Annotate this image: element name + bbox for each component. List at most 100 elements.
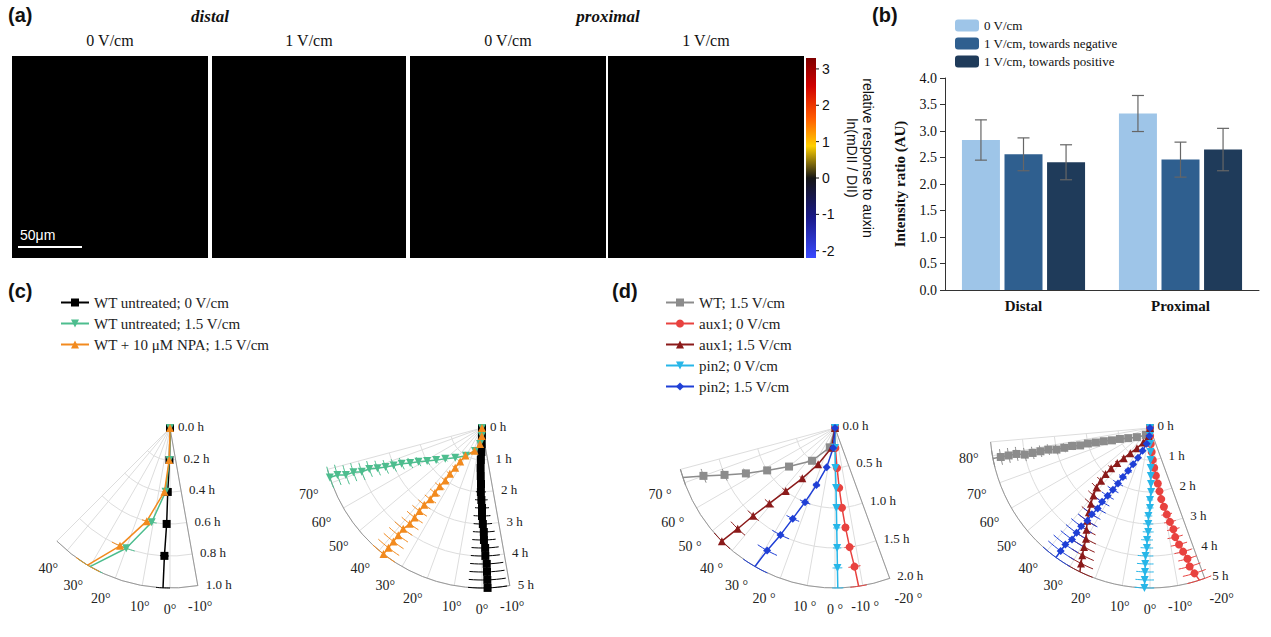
svg-text:0.8 h: 0.8 h bbox=[200, 545, 227, 560]
svg-text:10°: 10° bbox=[1110, 599, 1130, 614]
svg-text:50μm: 50μm bbox=[20, 227, 55, 243]
svg-text:-10°: -10° bbox=[1168, 599, 1192, 614]
svg-text:0 h: 0 h bbox=[1158, 418, 1175, 433]
svg-text:20°: 20° bbox=[1071, 591, 1091, 606]
svg-text:0°: 0° bbox=[164, 602, 177, 617]
svg-text:0.6 h: 0.6 h bbox=[195, 514, 222, 529]
svg-text:30°: 30° bbox=[375, 578, 395, 593]
svg-text:proximal: proximal bbox=[574, 7, 640, 26]
svg-text:Intensity ratio (AU): Intensity ratio (AU) bbox=[892, 121, 909, 248]
svg-text:-2: -2 bbox=[822, 243, 835, 259]
svg-text:2.0 h: 2.0 h bbox=[897, 568, 924, 583]
svg-text:60 °: 60 ° bbox=[661, 515, 684, 530]
svg-text:1 V/cm, towards negative: 1 V/cm, towards negative bbox=[984, 36, 1118, 51]
svg-text:1 V/cm: 1 V/cm bbox=[285, 32, 333, 49]
svg-text:60°: 60° bbox=[312, 515, 332, 530]
svg-text:1: 1 bbox=[822, 134, 830, 150]
svg-text:0.4 h: 0.4 h bbox=[189, 482, 216, 497]
svg-text:3.0: 3.0 bbox=[920, 124, 938, 139]
svg-text:0°: 0° bbox=[1144, 602, 1157, 617]
svg-text:1 V/cm, towards positive: 1 V/cm, towards positive bbox=[984, 54, 1115, 69]
svg-text:-20°: -20° bbox=[1210, 591, 1234, 606]
svg-text:0.0 h: 0.0 h bbox=[178, 419, 205, 434]
svg-text:1 V/cm: 1 V/cm bbox=[682, 32, 730, 49]
svg-text:0.5: 0.5 bbox=[920, 256, 938, 271]
svg-text:2.5: 2.5 bbox=[920, 150, 938, 165]
svg-text:4 h: 4 h bbox=[512, 545, 529, 560]
svg-text:1.0 h: 1.0 h bbox=[206, 577, 233, 592]
svg-text:-10°: -10° bbox=[500, 599, 524, 614]
svg-text:50°: 50° bbox=[997, 539, 1017, 554]
svg-text:10°: 10° bbox=[130, 599, 150, 614]
svg-text:ln(mDII / DII): ln(mDII / DII) bbox=[844, 118, 860, 197]
svg-text:2 h: 2 h bbox=[501, 482, 518, 497]
svg-text:10°: 10° bbox=[442, 599, 462, 614]
svg-text:3 h: 3 h bbox=[1190, 508, 1207, 523]
svg-text:1.5 h: 1.5 h bbox=[884, 531, 911, 546]
svg-text:5 h: 5 h bbox=[1212, 568, 1229, 583]
html-text:(a): (a) bbox=[8, 4, 33, 26]
svg-text:0 V/cm: 0 V/cm bbox=[484, 32, 532, 49]
svg-text:0.0: 0.0 bbox=[920, 283, 938, 298]
svg-text:2: 2 bbox=[822, 97, 830, 113]
svg-text:40°: 40° bbox=[39, 561, 59, 576]
svg-text:40°: 40° bbox=[1019, 561, 1039, 576]
svg-text:0 °: 0 ° bbox=[827, 602, 843, 617]
svg-text:WT + 10 μM NPA; 1.5 V/cm: WT + 10 μM NPA; 1.5 V/cm bbox=[94, 337, 269, 353]
svg-text:30°: 30° bbox=[1043, 578, 1063, 593]
svg-text:0.0 h: 0.0 h bbox=[843, 418, 870, 433]
svg-text:60°: 60° bbox=[980, 515, 1000, 530]
svg-text:0 V/cm: 0 V/cm bbox=[86, 32, 134, 49]
svg-text:4 h: 4 h bbox=[1201, 538, 1218, 553]
svg-text:1 h: 1 h bbox=[1168, 448, 1185, 463]
svg-text:WT untreated; 1.5 V/cm: WT untreated; 1.5 V/cm bbox=[94, 316, 240, 332]
svg-text:-20 °: -20 ° bbox=[895, 591, 923, 606]
svg-text:1 h: 1 h bbox=[495, 451, 512, 466]
svg-text:2.0: 2.0 bbox=[920, 177, 938, 192]
svg-text:20°: 20° bbox=[91, 591, 111, 606]
svg-text:0 V/cm: 0 V/cm bbox=[984, 18, 1022, 33]
svg-text:WT; 1.5 V/cm: WT; 1.5 V/cm bbox=[699, 295, 785, 311]
svg-text:-10 °: -10 ° bbox=[851, 599, 879, 614]
svg-text:5 h: 5 h bbox=[518, 577, 535, 592]
svg-text:30 °: 30 ° bbox=[725, 578, 748, 593]
svg-text:relative response to auxin: relative response to auxin bbox=[860, 78, 876, 238]
svg-text:0 h: 0 h bbox=[490, 419, 507, 434]
svg-text:-10°: -10° bbox=[188, 599, 212, 614]
svg-text:Distal: Distal bbox=[1005, 298, 1043, 314]
html-text:(c): (c) bbox=[8, 280, 33, 302]
svg-text:WT untreated; 0 V/cm: WT untreated; 0 V/cm bbox=[94, 295, 229, 311]
svg-text:1.5: 1.5 bbox=[920, 203, 938, 218]
svg-text:40°: 40° bbox=[351, 561, 371, 576]
svg-text:40 °: 40 ° bbox=[700, 561, 723, 576]
svg-text:pin2; 1.5 V/cm: pin2; 1.5 V/cm bbox=[699, 379, 789, 395]
svg-text:1.0 h: 1.0 h bbox=[870, 493, 897, 508]
svg-text:3: 3 bbox=[822, 61, 830, 77]
svg-text:50 °: 50 ° bbox=[679, 539, 702, 554]
svg-text:20°: 20° bbox=[403, 591, 423, 606]
svg-text:Proximal: Proximal bbox=[1151, 298, 1210, 314]
svg-text:20 °: 20 ° bbox=[752, 591, 775, 606]
svg-text:70 °: 70 ° bbox=[648, 487, 671, 502]
svg-text:80°: 80° bbox=[959, 451, 979, 466]
svg-text:aux1; 1.5 V/cm: aux1; 1.5 V/cm bbox=[699, 337, 792, 353]
svg-text:aux1; 0 V/cm: aux1; 0 V/cm bbox=[699, 316, 781, 332]
svg-text:0°: 0° bbox=[476, 602, 489, 617]
svg-text:pin2; 0 V/cm: pin2; 0 V/cm bbox=[699, 358, 778, 374]
svg-text:0.2 h: 0.2 h bbox=[183, 451, 210, 466]
svg-text:3.5: 3.5 bbox=[920, 97, 938, 112]
svg-text:-1: -1 bbox=[822, 206, 835, 222]
svg-text:2 h: 2 h bbox=[1179, 478, 1196, 493]
svg-text:4.0: 4.0 bbox=[920, 71, 938, 86]
svg-text:50°: 50° bbox=[329, 539, 349, 554]
html-text:(b): (b) bbox=[872, 4, 898, 26]
svg-text:70°: 70° bbox=[967, 487, 987, 502]
svg-text:10 °: 10 ° bbox=[793, 599, 816, 614]
svg-text:0.5 h: 0.5 h bbox=[856, 455, 883, 470]
svg-text:70°: 70° bbox=[299, 487, 319, 502]
svg-text:distal: distal bbox=[191, 7, 229, 26]
svg-text:1.0: 1.0 bbox=[920, 230, 938, 245]
svg-text:0: 0 bbox=[822, 170, 830, 186]
svg-text:30°: 30° bbox=[63, 578, 83, 593]
svg-text:3 h: 3 h bbox=[507, 514, 524, 529]
